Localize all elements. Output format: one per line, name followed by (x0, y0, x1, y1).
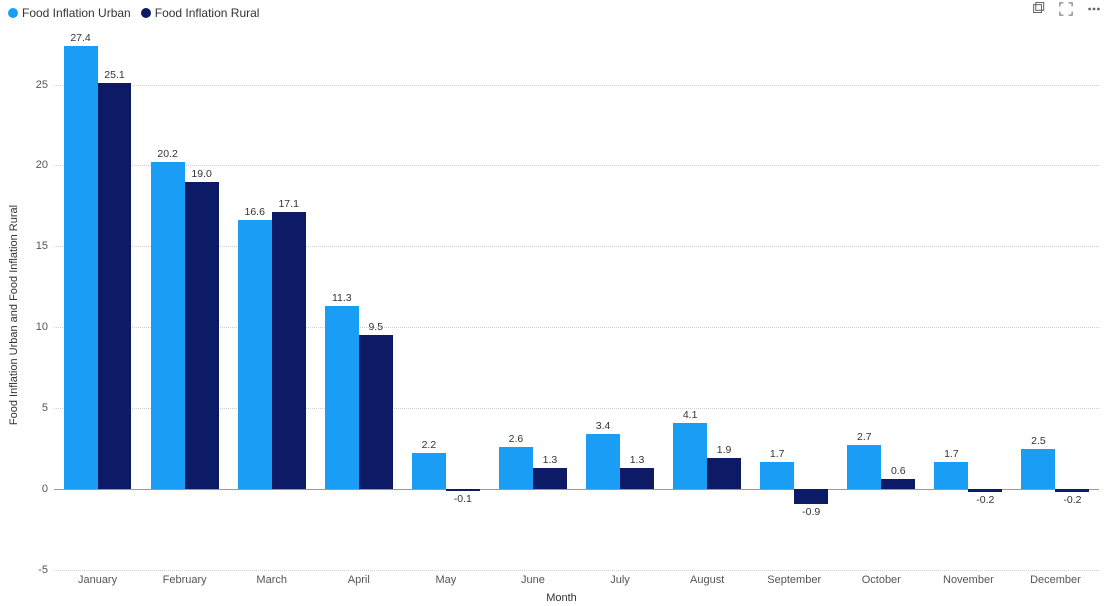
bar-value-label: -0.2 (976, 494, 994, 506)
bar[interactable] (968, 489, 1002, 492)
bar-value-label: 1.7 (944, 448, 959, 460)
bar[interactable] (934, 462, 968, 490)
bar-value-label: 2.7 (857, 431, 872, 443)
bar-value-label: 1.3 (543, 454, 558, 466)
bar-value-label: 2.6 (509, 433, 524, 445)
bar[interactable] (412, 453, 446, 489)
x-tick-label: September (767, 570, 821, 586)
x-tick-label: February (163, 570, 207, 586)
y-tick-label: 0 (42, 483, 54, 495)
bar-value-label: 27.4 (70, 32, 90, 44)
x-tick-label: January (78, 570, 117, 586)
bar[interactable] (325, 306, 359, 489)
bar[interactable] (673, 423, 707, 489)
bar[interactable] (760, 462, 794, 490)
bar-value-label: 2.2 (422, 439, 437, 451)
focus-icon[interactable] (1059, 2, 1073, 21)
bar[interactable] (1021, 449, 1055, 489)
x-tick-label: May (435, 570, 456, 586)
legend-item[interactable]: Food Inflation Rural (141, 6, 260, 20)
bar[interactable] (847, 445, 881, 489)
y-tick-label: 5 (42, 402, 54, 414)
bar[interactable] (1055, 489, 1089, 492)
bar[interactable] (151, 162, 185, 489)
legend-label: Food Inflation Urban (22, 6, 131, 20)
bar-value-label: 1.3 (630, 454, 645, 466)
x-tick-label: July (610, 570, 630, 586)
chart: Food Inflation Urban and Food Inflation … (20, 28, 1103, 602)
y-tick-label: 10 (36, 321, 54, 333)
x-tick-label: December (1030, 570, 1081, 586)
bar[interactable] (359, 335, 393, 489)
bar-value-label: 16.6 (245, 206, 265, 218)
y-tick-label: -5 (38, 564, 54, 576)
legend-item[interactable]: Food Inflation Urban (8, 6, 131, 20)
bar-value-label: -0.9 (802, 506, 820, 518)
bar-value-label: 2.5 (1031, 435, 1046, 447)
bar[interactable] (533, 468, 567, 489)
bar[interactable] (64, 46, 98, 489)
copy-icon[interactable] (1031, 2, 1045, 21)
bar[interactable] (185, 182, 219, 489)
bar-value-label: -0.1 (454, 493, 472, 505)
y-axis-title: Food Inflation Urban and Food Inflation … (8, 205, 20, 425)
bar-value-label: -0.2 (1063, 494, 1081, 506)
bar[interactable] (238, 220, 272, 489)
x-tick-label: March (256, 570, 287, 586)
x-tick-label: November (943, 570, 994, 586)
bar[interactable] (881, 479, 915, 489)
x-axis-title: Month (546, 592, 577, 604)
more-icon[interactable] (1087, 2, 1101, 21)
bar[interactable] (707, 458, 741, 489)
chart-toolbar (1031, 2, 1101, 21)
bar-value-label: 0.6 (891, 465, 906, 477)
x-tick-label: October (862, 570, 901, 586)
bar[interactable] (794, 489, 828, 504)
x-tick-label: April (348, 570, 370, 586)
bar[interactable] (586, 434, 620, 489)
bar-value-label: 1.7 (770, 448, 785, 460)
bar-value-label: 9.5 (368, 321, 383, 333)
bar-value-label: 17.1 (278, 198, 298, 210)
bar[interactable] (272, 212, 306, 489)
legend-swatch (141, 8, 151, 18)
bar[interactable] (499, 447, 533, 489)
bar-value-label: 3.4 (596, 420, 611, 432)
bar-value-label: 11.3 (332, 292, 352, 304)
x-tick-label: August (690, 570, 724, 586)
y-tick-label: 15 (36, 240, 54, 252)
bar[interactable] (620, 468, 654, 489)
gridline (54, 489, 1099, 490)
y-tick-label: 20 (36, 159, 54, 171)
plot-area: -50510152025January27.425.1February20.21… (54, 36, 1099, 570)
legend: Food Inflation Urban Food Inflation Rural (8, 6, 259, 20)
x-tick-label: June (521, 570, 545, 586)
bar[interactable] (98, 83, 132, 489)
bar-value-label: 25.1 (104, 69, 124, 81)
bar-value-label: 4.1 (683, 409, 698, 421)
gridline (54, 165, 1099, 166)
bar-value-label: 1.9 (717, 444, 732, 456)
legend-label: Food Inflation Rural (155, 6, 260, 20)
gridline (54, 85, 1099, 86)
bar[interactable] (446, 489, 480, 491)
y-tick-label: 25 (36, 79, 54, 91)
legend-swatch (8, 8, 18, 18)
bar-value-label: 19.0 (191, 168, 211, 180)
bar-value-label: 20.2 (157, 148, 177, 160)
